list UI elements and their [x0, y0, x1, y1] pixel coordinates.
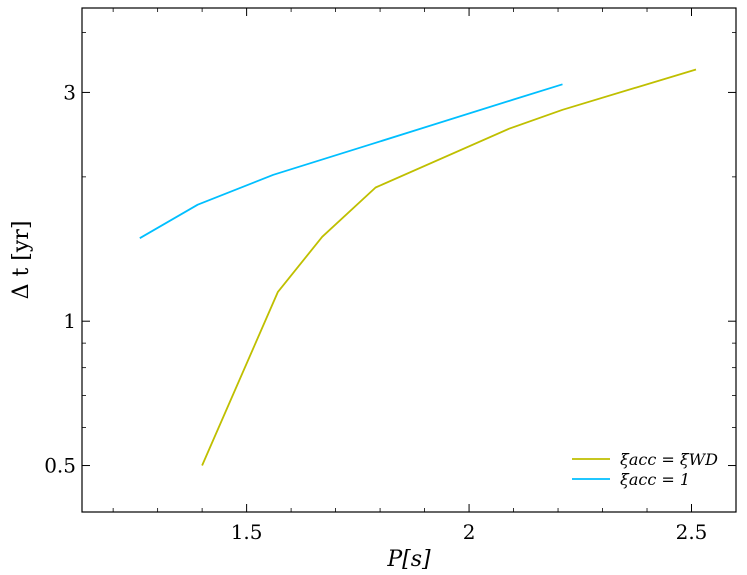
- series-lines: [139, 68, 697, 466]
- y-tick-label: 1: [63, 309, 76, 333]
- y-tick-labels: 0.5 1 3: [44, 80, 76, 477]
- x-tick-label: 2.5: [676, 520, 708, 544]
- legend-label-2: ξacc = 1: [620, 470, 690, 489]
- y-tick-label: 3: [63, 80, 76, 104]
- x-tick-labels: 1.5 2 2.5: [231, 520, 708, 544]
- y-axis-label: Δ t [yr]: [9, 221, 34, 300]
- series-line-2: [139, 83, 563, 239]
- y-tick-label: 0.5: [44, 454, 76, 478]
- x-tick-label: 1.5: [231, 520, 263, 544]
- series-line-1: [201, 68, 697, 466]
- x-axis-label: P[s]: [386, 547, 431, 572]
- legend-label-1: ξacc = ξWD: [620, 450, 718, 469]
- tick-marks: [82, 8, 737, 512]
- plot-frame: [81, 7, 737, 513]
- x-tick-label: 2: [463, 520, 476, 544]
